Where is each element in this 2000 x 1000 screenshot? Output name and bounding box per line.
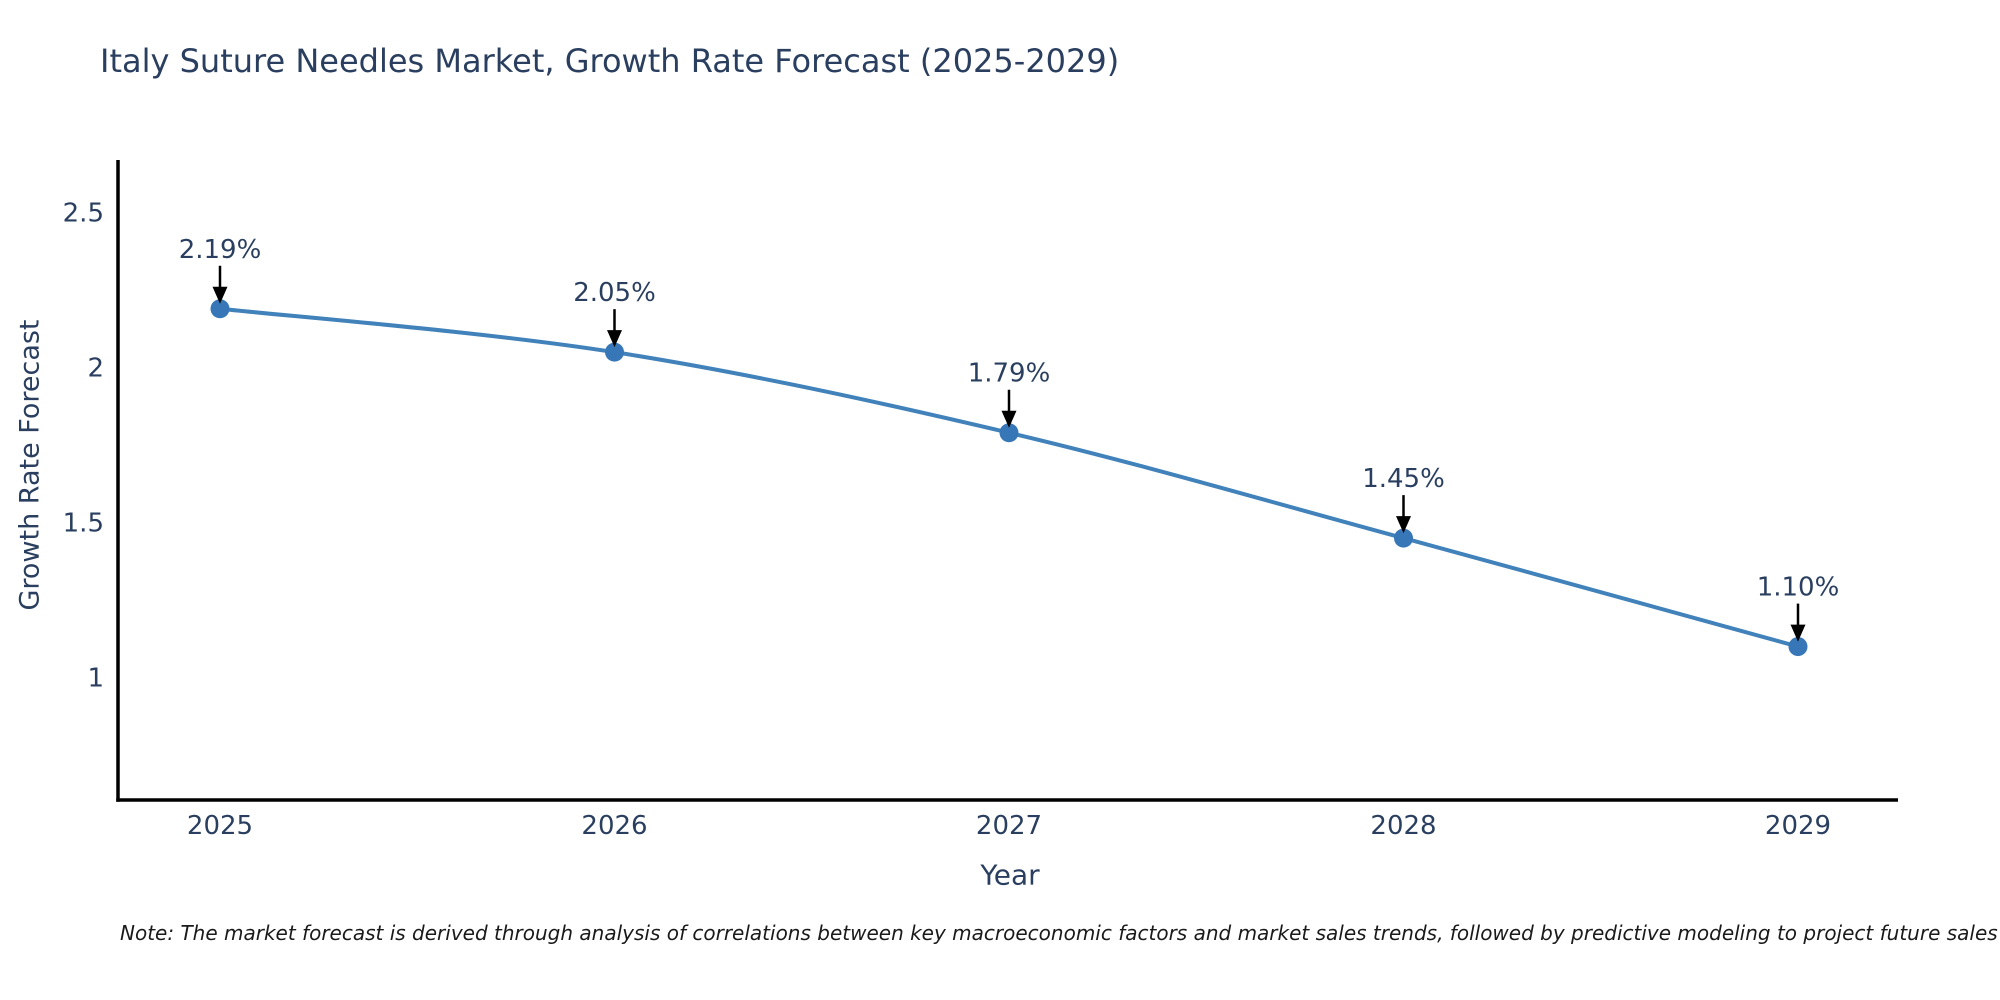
point-annotation-label: 1.10%	[1757, 573, 1840, 603]
y-tick-label: 1.5	[63, 509, 104, 539]
x-axis-title: Year	[980, 858, 1040, 892]
y-tick-label: 2	[87, 354, 104, 384]
point-annotation-label: 1.79%	[968, 359, 1051, 389]
data-point-marker	[1788, 637, 1808, 657]
data-point-marker	[1394, 528, 1413, 548]
annotation-arrowhead-icon	[212, 286, 228, 304]
x-tick-label: 2029	[1765, 811, 1831, 841]
data-point-marker	[999, 423, 1019, 443]
point-annotation-label: 2.05%	[573, 278, 656, 308]
annotation-arrowhead-icon	[1001, 410, 1017, 428]
x-tick-label: 2026	[581, 811, 647, 841]
x-tick-label: 2028	[1370, 811, 1436, 841]
y-tick-label: 1	[87, 664, 104, 694]
annotation-arrowhead-icon	[1790, 624, 1806, 642]
annotation-arrowhead-icon	[607, 330, 622, 348]
x-tick-label: 2025	[187, 811, 253, 841]
data-point-marker	[605, 342, 624, 362]
x-tick-label: 2027	[976, 811, 1042, 841]
y-tick-label: 2.5	[63, 199, 104, 229]
annotation-arrowhead-icon	[1396, 516, 1411, 534]
chart-title: Italy Suture Needles Market, Growth Rate…	[100, 42, 1120, 80]
footnote: Note: The market forecast is derived thr…	[120, 921, 1998, 945]
point-annotation-label: 1.45%	[1362, 464, 1445, 494]
point-annotation-label: 2.19%	[179, 235, 262, 265]
data-point-marker	[210, 299, 230, 319]
